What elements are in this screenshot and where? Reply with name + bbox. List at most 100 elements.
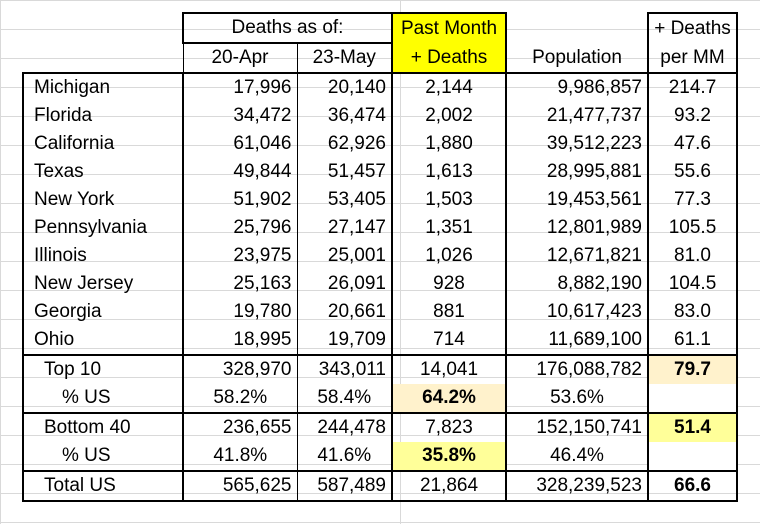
deaths-may[interactable]: 53,405: [296, 186, 392, 214]
deaths-may[interactable]: 25,001: [296, 242, 392, 270]
bottom40-pct-per-mm-blank[interactable]: [647, 442, 738, 472]
deaths-per-mm[interactable]: 61.1: [647, 326, 738, 355]
deaths-apr[interactable]: 18,995: [182, 326, 297, 355]
bottom40-pct-apr[interactable]: 41.8%: [182, 442, 297, 472]
past-month-deaths[interactable]: 1,351: [391, 214, 506, 242]
population[interactable]: 28,995,881: [505, 158, 648, 186]
state-name[interactable]: Pennsylvania: [22, 214, 183, 242]
deaths-may[interactable]: 20,140: [296, 72, 392, 102]
total-population[interactable]: 328,239,523: [505, 470, 648, 502]
deaths-apr[interactable]: 61,046: [182, 130, 297, 158]
deaths-per-mm[interactable]: 104.5: [647, 270, 738, 298]
date-apr-header[interactable]: 20-Apr: [182, 42, 297, 73]
population[interactable]: 10,617,423: [505, 298, 648, 326]
deaths-apr[interactable]: 19,780: [182, 298, 297, 326]
state-name[interactable]: Michigan: [22, 72, 183, 102]
deaths-may[interactable]: 51,457: [296, 158, 392, 186]
deaths-apr[interactable]: 51,902: [182, 186, 297, 214]
bottom40-pct-may[interactable]: 41.6%: [296, 442, 392, 472]
top10-may[interactable]: 343,011: [296, 354, 392, 384]
deaths-per-mm[interactable]: 93.2: [647, 102, 738, 130]
top10-apr[interactable]: 328,970: [182, 354, 297, 384]
bottom40-label[interactable]: Bottom 40: [22, 412, 183, 442]
past-month-deaths[interactable]: 2,144: [391, 72, 506, 102]
header-blank-pop[interactable]: [506, 13, 648, 43]
bottom40-pct-delta[interactable]: 35.8%: [391, 442, 506, 472]
deaths-apr[interactable]: 25,163: [182, 270, 297, 298]
date-may-header[interactable]: 23-May: [296, 42, 392, 73]
deaths-apr[interactable]: 25,796: [182, 214, 297, 242]
deaths-apr[interactable]: 34,472: [182, 102, 297, 130]
population-header[interactable]: Population: [532, 46, 622, 68]
deaths-as-of-header[interactable]: Deaths as of:: [182, 12, 392, 43]
deaths-per-mm[interactable]: 105.5: [647, 214, 738, 242]
top10-delta[interactable]: 14,041: [391, 354, 506, 384]
past-month-deaths[interactable]: 1,880: [391, 130, 506, 158]
past-month-header-line2[interactable]: + Deaths: [391, 43, 507, 73]
population[interactable]: 19,453,561: [505, 186, 648, 214]
per-mm-header[interactable]: per MM: [647, 43, 738, 73]
deaths-per-mm[interactable]: 214.7: [647, 72, 738, 102]
bottom40-population[interactable]: 152,150,741: [505, 412, 648, 442]
deaths-may[interactable]: 26,091: [296, 270, 392, 298]
top10-pct-delta[interactable]: 64.2%: [391, 384, 506, 414]
population[interactable]: 12,801,989: [505, 214, 648, 242]
deaths-per-mm[interactable]: 55.6: [647, 158, 738, 186]
top10-label[interactable]: Top 10: [22, 354, 183, 384]
past-month-deaths[interactable]: 1,613: [391, 158, 506, 186]
population[interactable]: 9,986,857: [505, 72, 648, 102]
deaths-may[interactable]: 20,661: [296, 298, 392, 326]
deaths-may[interactable]: 19,709: [296, 326, 392, 355]
total-delta[interactable]: 21,864: [391, 470, 506, 502]
state-name[interactable]: Ohio: [22, 326, 183, 355]
header-blank[interactable]: [23, 13, 183, 43]
bottom40-per-mm[interactable]: 51.4: [647, 412, 738, 442]
header-blank-2[interactable]: [23, 43, 183, 73]
past-month-deaths[interactable]: 928: [391, 270, 506, 298]
top10-pct-apr[interactable]: 58.2%: [182, 384, 297, 414]
state-name[interactable]: Texas: [22, 158, 183, 186]
past-month-deaths[interactable]: 1,503: [391, 186, 506, 214]
population[interactable]: 11,689,100: [505, 326, 648, 355]
top10-pct-per-mm-blank[interactable]: [647, 384, 738, 414]
deaths-apr[interactable]: 49,844: [182, 158, 297, 186]
top10-pct-population[interactable]: 53.6%: [505, 384, 648, 414]
deaths-may[interactable]: 62,926: [296, 130, 392, 158]
deaths-per-mm[interactable]: 77.3: [647, 186, 738, 214]
population[interactable]: 39,512,223: [505, 130, 648, 158]
top10-pct-may[interactable]: 58.4%: [296, 384, 392, 414]
total-apr[interactable]: 565,625: [182, 470, 297, 502]
past-month-deaths[interactable]: 881: [391, 298, 506, 326]
deaths-per-mm[interactable]: 47.6: [647, 130, 738, 158]
bottom40-delta[interactable]: 7,823: [391, 412, 506, 442]
bottom40-pct-label[interactable]: % US: [22, 442, 183, 472]
bottom40-apr[interactable]: 236,655: [182, 412, 297, 442]
deaths-apr[interactable]: 17,996: [182, 72, 297, 102]
past-month-deaths[interactable]: 1,026: [391, 242, 506, 270]
past-month-deaths[interactable]: 2,002: [391, 102, 506, 130]
deaths-may[interactable]: 36,474: [296, 102, 392, 130]
deaths-per-mm[interactable]: 83.0: [647, 298, 738, 326]
deaths-may[interactable]: 27,147: [296, 214, 392, 242]
bottom40-may[interactable]: 244,478: [296, 412, 392, 442]
population[interactable]: 12,671,821: [505, 242, 648, 270]
past-month-deaths[interactable]: 714: [391, 326, 506, 355]
state-name[interactable]: New York: [22, 186, 183, 214]
state-name[interactable]: California: [22, 130, 183, 158]
total-label[interactable]: Total US: [22, 470, 183, 502]
top10-population[interactable]: 176,088,782: [505, 354, 648, 384]
bottom40-pct-population[interactable]: 46.4%: [505, 442, 648, 472]
state-name[interactable]: New Jersey: [22, 270, 183, 298]
past-month-header-line1[interactable]: Past Month: [391, 12, 507, 43]
plus-deaths-header[interactable]: + Deaths: [647, 12, 738, 43]
total-may[interactable]: 587,489: [296, 470, 392, 502]
population[interactable]: 8,882,190: [505, 270, 648, 298]
deaths-apr[interactable]: 23,975: [182, 242, 297, 270]
total-per-mm[interactable]: 66.6: [647, 470, 738, 502]
population[interactable]: 21,477,737: [505, 102, 648, 130]
deaths-per-mm[interactable]: 81.0: [647, 242, 738, 270]
top10-per-mm[interactable]: 79.7: [647, 354, 738, 384]
state-name[interactable]: Illinois: [22, 242, 183, 270]
state-name[interactable]: Georgia: [22, 298, 183, 326]
state-name[interactable]: Florida: [22, 102, 183, 130]
